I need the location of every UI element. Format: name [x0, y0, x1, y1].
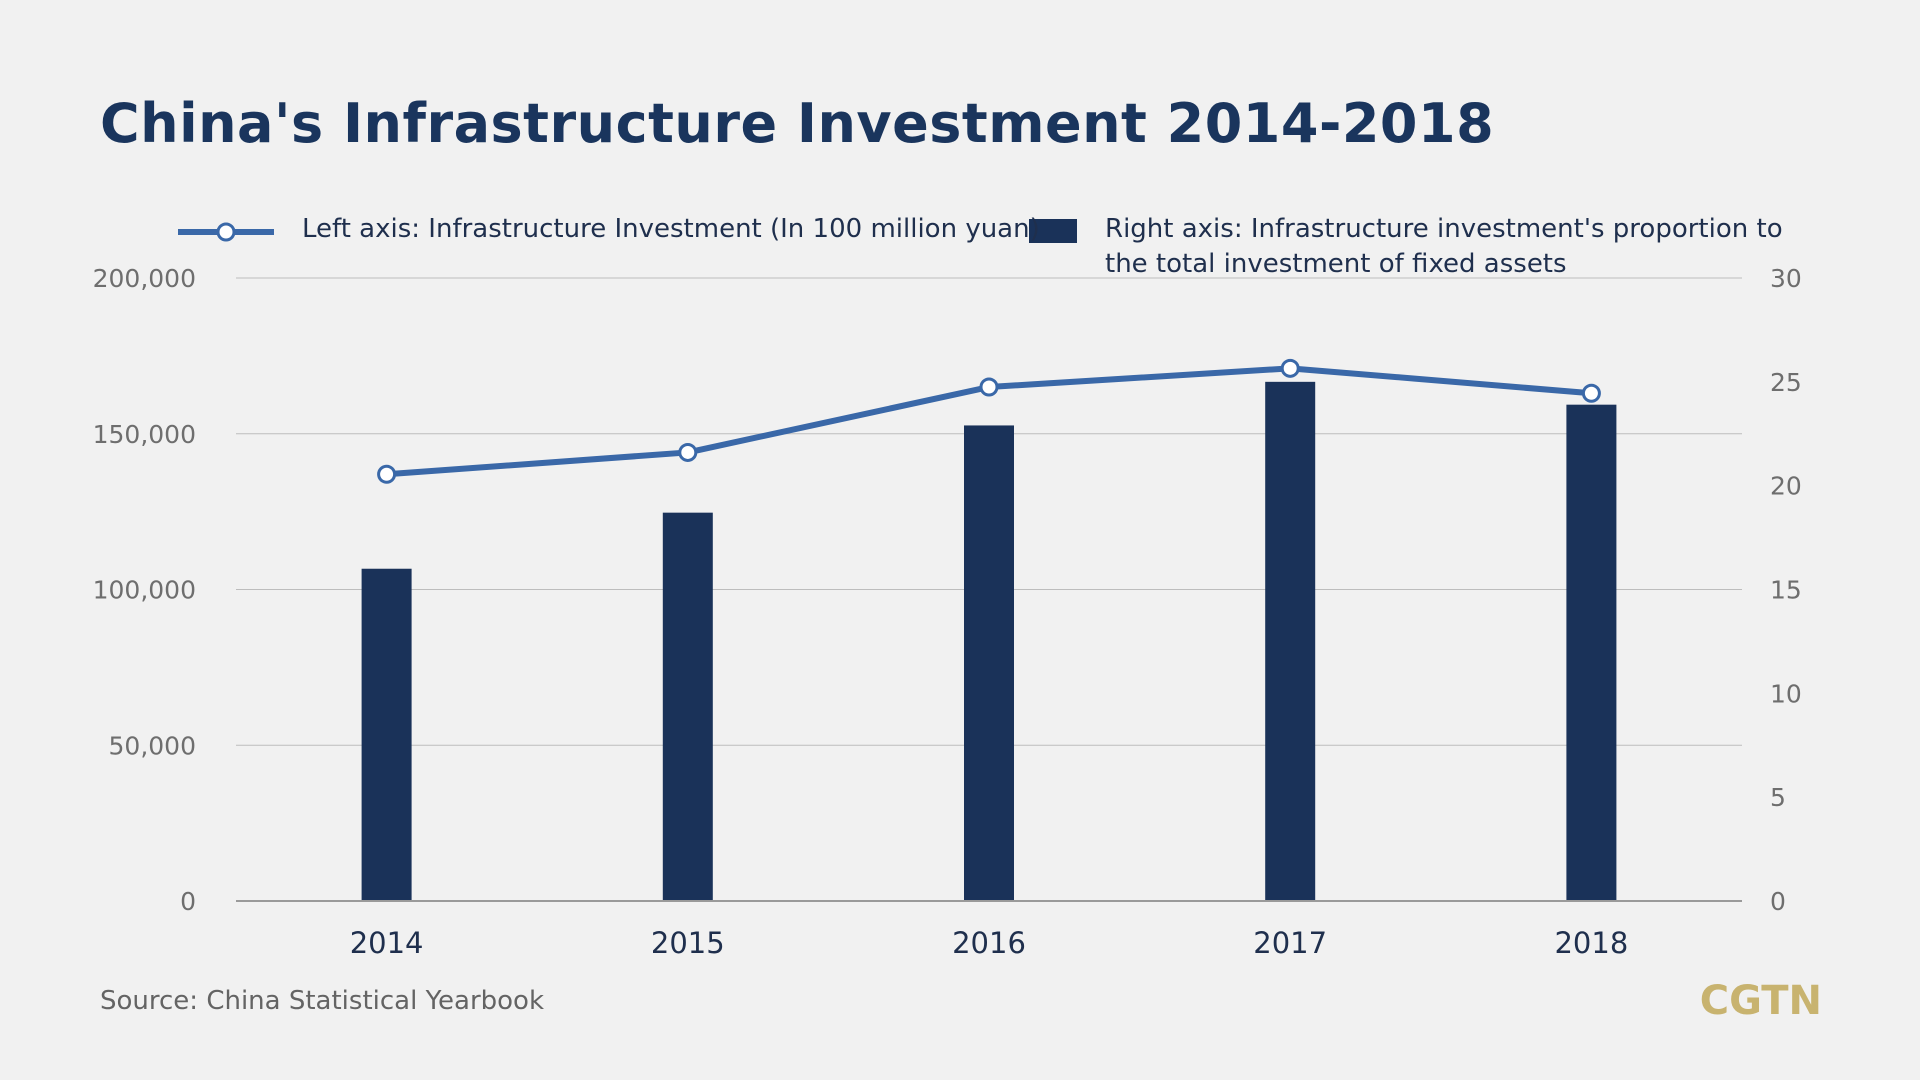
right-axis-tick-label: 25: [1770, 368, 1802, 397]
line-point-2018: [1581, 383, 1601, 403]
legend-line-label: Left axis: Infrastructure Investment (In…: [302, 214, 1040, 244]
source-note: Source: China Statistical Yearbook: [100, 986, 545, 1016]
legend-bar-marker: [1029, 219, 1077, 243]
bar-2014: [361, 568, 412, 901]
bar-2018: [1566, 404, 1617, 901]
left-axis-tick-label: 100,000: [93, 576, 196, 605]
bar-2017: [1265, 381, 1316, 901]
line-point-2016: [979, 377, 999, 397]
bar-2015: [662, 512, 713, 901]
right-axis-tick-label: 15: [1770, 576, 1802, 605]
line-point-2014: [377, 464, 397, 484]
chart-title: China's Infrastructure Investment 2014-2…: [100, 92, 1495, 155]
legend-line-point-marker: [216, 222, 236, 242]
legend-markers: [178, 219, 1077, 243]
line-series: [377, 358, 1601, 484]
line-point-2015: [678, 442, 698, 462]
axes: 0 50,000 100,000 150,000 200,000 0 5 10 15 20 25 30…: [93, 264, 1802, 960]
right-axis-tick-label: 0: [1770, 887, 1786, 916]
left-axis-tick-label: 150,000: [93, 420, 196, 449]
cgtn-logo: CGTN: [1699, 978, 1822, 1024]
x-axis-tick-label: 2016: [952, 926, 1026, 960]
right-axis-tick-label: 5: [1770, 783, 1786, 812]
bar-series: [361, 381, 1617, 901]
left-axis-tick-label: 200,000: [93, 264, 196, 293]
right-axis-tick-label: 10: [1770, 679, 1802, 708]
x-axis-tick-label: 2015: [651, 926, 725, 960]
line-point-2017: [1280, 358, 1300, 378]
bar-2016: [964, 425, 1014, 901]
left-axis-tick-label: 0: [180, 887, 196, 916]
legend-bar-label: Right axis: Infrastructure investment's …: [1105, 214, 1783, 279]
x-axis-tick-label: 2018: [1554, 926, 1628, 960]
right-axis-tick-label: 30: [1770, 264, 1802, 293]
right-axis-tick-label: 20: [1770, 472, 1802, 501]
left-axis-tick-label: 50,000: [109, 731, 196, 760]
x-axis-tick-label: 2014: [350, 926, 424, 960]
x-axis-tick-label: 2017: [1253, 926, 1327, 960]
